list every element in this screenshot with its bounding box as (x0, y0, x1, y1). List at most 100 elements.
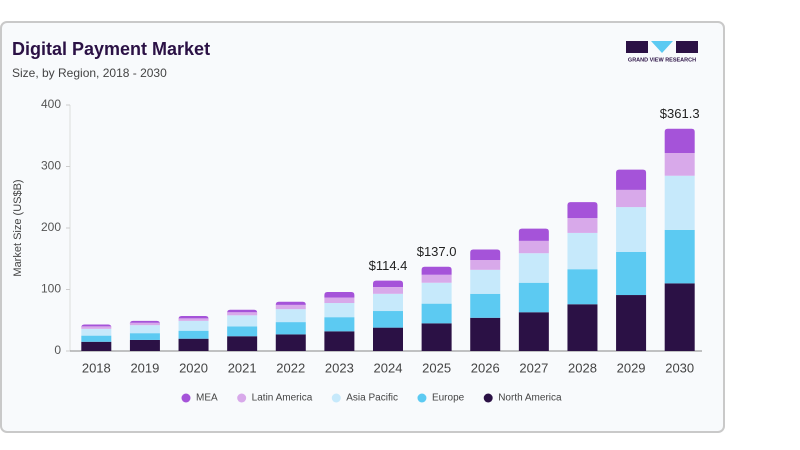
bar-segment (664, 128, 695, 153)
bar-segment (567, 202, 598, 219)
legend-marker (181, 393, 191, 403)
bar-segment (373, 287, 403, 294)
total-label: $137.0 (417, 244, 457, 259)
bar-segment (421, 266, 452, 275)
bar-segment (324, 303, 355, 318)
bar-segment (129, 322, 160, 326)
bar-segment (275, 301, 306, 305)
legend-label: Asia Pacific (346, 393, 398, 404)
bar-segment (567, 232, 598, 270)
bar-segment (129, 333, 160, 340)
bar-segment (324, 291, 355, 298)
bar-segment (81, 335, 112, 342)
bar-segment (275, 322, 306, 335)
legend-label: North America (498, 393, 562, 404)
logo: GRAND VIEW RESEARCH (626, 41, 698, 63)
bar-segment (275, 304, 306, 310)
legend-label: Latin America (252, 393, 313, 404)
bar-segment (470, 269, 501, 294)
y-tick-label: 400 (41, 97, 61, 111)
bar-segment (664, 229, 695, 284)
bar-segment (518, 240, 549, 254)
bar-segment (518, 253, 549, 283)
bar-segment (567, 304, 598, 351)
bar-segment (227, 312, 258, 316)
bar-segment (178, 330, 209, 339)
bar-segment (518, 282, 549, 313)
bar-segment (324, 297, 355, 304)
bar-segment (470, 293, 501, 318)
bar-segment (616, 251, 647, 296)
x-tick-label: 2020 (179, 360, 208, 375)
legend-label: MEA (196, 393, 218, 404)
bar-segment (178, 338, 209, 351)
bar-segment (275, 334, 306, 351)
bar-segment (518, 312, 549, 351)
total-label: $114.4 (369, 258, 408, 273)
bar-segment (178, 315, 209, 319)
bar-segment (567, 218, 598, 233)
legend-marker (331, 393, 341, 403)
bar-segment (129, 320, 160, 324)
legend-label: Europe (432, 393, 465, 404)
legend-marker (417, 393, 427, 403)
x-tick-label: 2024 (374, 360, 403, 375)
x-tick-label: 2029 (617, 360, 646, 375)
bar-segment (373, 327, 403, 351)
bar-segment (567, 269, 598, 305)
x-tick-label: 2021 (228, 360, 257, 375)
y-tick-label: 200 (41, 220, 61, 234)
bar-segment (324, 317, 355, 332)
bar-segment (178, 318, 209, 321)
bar-segment (421, 274, 452, 283)
bar-segment (616, 169, 647, 190)
bar-segment (227, 315, 258, 327)
legend-marker (483, 393, 493, 403)
y-axis-label: Market Size (US$B) (12, 179, 24, 276)
x-tick-label: 2026 (471, 360, 500, 375)
bar-segment (324, 331, 355, 351)
bar-segment (81, 324, 112, 328)
x-tick-label: 2027 (519, 360, 548, 375)
chart-subtitle: Size, by Region, 2018 - 2030 (12, 66, 167, 80)
bar-segment (421, 323, 452, 351)
bar-segment (616, 189, 647, 208)
x-tick-label: 2028 (568, 360, 597, 375)
x-tick-label: 2018 (82, 360, 111, 375)
x-tick-label: 2025 (422, 360, 451, 375)
brand: GRAND VIEW RESEARCH (628, 57, 696, 63)
bar-segment (81, 328, 112, 336)
bar-segment (470, 259, 501, 270)
bar-segment (275, 309, 306, 323)
x-tick-label: 2022 (276, 360, 305, 375)
y-tick-label: 300 (41, 159, 61, 173)
bar-segment (664, 283, 695, 351)
bar-segment (227, 336, 258, 351)
bar-segment (227, 326, 258, 337)
bar-segment (373, 280, 403, 288)
bar-segment (664, 152, 695, 176)
bar-segment (470, 249, 501, 260)
chart-title: Digital Payment Market (12, 39, 210, 59)
bar-segment (373, 293, 403, 312)
legend-marker (237, 393, 247, 403)
bar-segment (129, 339, 160, 351)
x-tick-label: 2019 (130, 360, 159, 375)
x-tick-label: 2023 (325, 360, 354, 375)
bar-segment (421, 282, 452, 304)
bar-segment (616, 207, 647, 252)
bar-segment (518, 228, 549, 241)
y-tick-label: 0 (54, 343, 61, 357)
bar-segment (227, 309, 258, 313)
bar-segment (129, 325, 160, 334)
bar-segment (664, 175, 695, 230)
bar-segment (470, 317, 501, 351)
bar-segment (81, 326, 112, 329)
bar-segment (616, 295, 647, 351)
bar-segment (421, 303, 452, 324)
bar-segment (373, 311, 403, 328)
bar-segment (178, 320, 209, 331)
bar-segment (81, 341, 112, 351)
x-tick-label: 2030 (665, 360, 694, 375)
